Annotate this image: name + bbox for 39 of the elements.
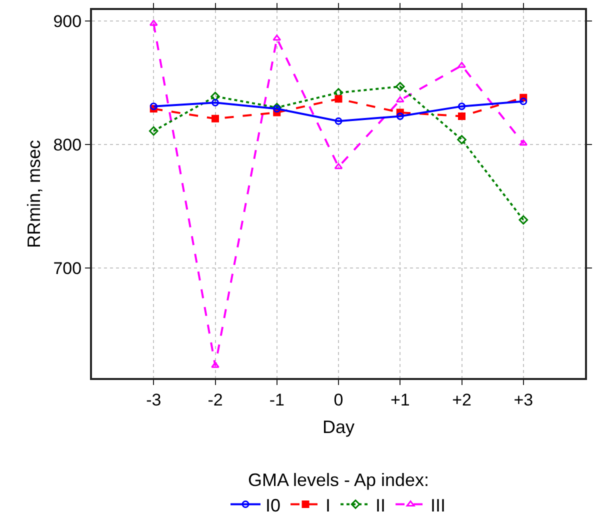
point — [457, 135, 466, 144]
x-tick-label: +2 — [452, 390, 472, 410]
x-axis-title: Day — [322, 417, 355, 437]
x-tick-label: +3 — [514, 390, 534, 410]
point — [272, 34, 282, 41]
point — [212, 114, 219, 122]
legend-title: GMA levels - Ap index: — [248, 470, 430, 490]
point — [396, 112, 404, 120]
point — [210, 92, 220, 102]
x-tick-label: 0 — [334, 390, 344, 410]
point — [334, 163, 343, 170]
point — [211, 362, 220, 368]
point — [395, 82, 405, 92]
legend-label: II — [376, 495, 386, 516]
point — [334, 117, 342, 125]
point — [458, 62, 466, 68]
point — [148, 126, 158, 136]
point — [458, 102, 466, 110]
legend-label: I0 — [266, 495, 281, 516]
point — [396, 96, 404, 102]
x-tick-label: -1 — [269, 390, 284, 410]
point — [150, 102, 158, 110]
y-tick-label: 800 — [53, 136, 82, 155]
point — [273, 105, 281, 113]
legend-label: I — [326, 495, 331, 516]
x-tick-label: +1 — [390, 390, 410, 410]
y-tick-label: 900 — [53, 12, 82, 32]
point — [334, 95, 342, 103]
x-tick-label: -2 — [208, 390, 223, 410]
point — [520, 98, 528, 106]
x-tick-label: -3 — [146, 390, 162, 410]
point — [458, 112, 466, 120]
y-axis-title: RRmin, msec — [24, 140, 44, 248]
point — [212, 98, 219, 106]
point — [149, 20, 158, 26]
point — [519, 140, 528, 146]
legend-label: III — [430, 495, 446, 516]
point — [518, 215, 528, 225]
y-tick-label: 700 — [53, 259, 82, 278]
